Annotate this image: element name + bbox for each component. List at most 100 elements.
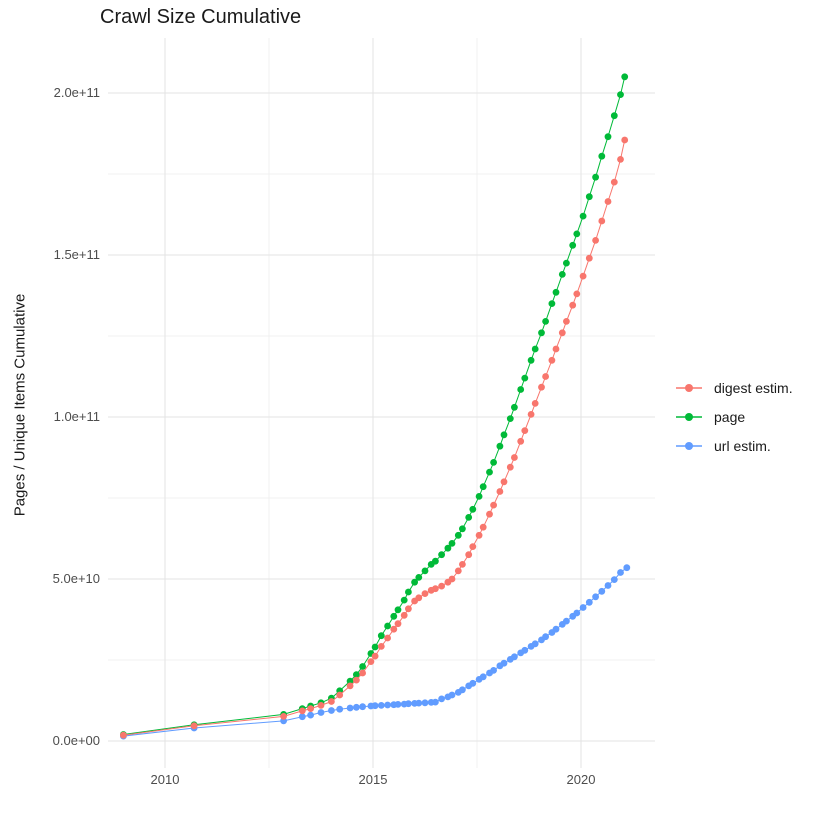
data-point [617, 156, 624, 163]
x-tick-label: 2015 [358, 772, 388, 787]
data-point [573, 609, 581, 617]
data-point [521, 427, 529, 434]
data-point [511, 403, 518, 411]
data-point [371, 643, 379, 651]
data-point [405, 605, 412, 613]
data-point [479, 483, 487, 491]
data-point [486, 468, 493, 476]
data-point [377, 643, 385, 650]
data-point [459, 525, 466, 533]
x-tick-label: 2010 [150, 772, 180, 787]
data-point [371, 702, 379, 710]
data-point [585, 254, 593, 262]
series-page [120, 73, 629, 738]
data-point [506, 415, 514, 422]
data-point [563, 617, 570, 625]
data-point [548, 300, 556, 307]
data-point [621, 73, 629, 81]
series-line [123, 567, 628, 737]
plot-panel [108, 38, 655, 768]
data-point [598, 217, 606, 225]
data-point [527, 411, 535, 418]
data-point [359, 663, 366, 670]
data-point [346, 704, 354, 712]
data-point [438, 551, 445, 559]
data-point [448, 691, 456, 699]
data-point [346, 682, 354, 690]
legend-key-point [685, 384, 693, 392]
data-point [500, 478, 508, 486]
data-point [454, 531, 462, 539]
data-point [573, 230, 581, 238]
data-point [617, 569, 624, 576]
data-point [573, 290, 581, 298]
data-point [405, 588, 412, 596]
y-tick-label: 1.0e+11 [53, 409, 100, 424]
data-point [377, 632, 385, 640]
data-point [542, 373, 549, 380]
series-digest-estim [120, 136, 629, 739]
data-point [585, 193, 593, 201]
data-point [405, 700, 412, 708]
legend-label: page [714, 409, 746, 425]
data-point [511, 653, 518, 661]
data-point [377, 702, 385, 709]
data-point [454, 567, 462, 575]
data-point [298, 713, 306, 721]
data-point [307, 711, 314, 719]
data-point [444, 544, 452, 552]
data-point [610, 112, 618, 120]
data-point [531, 640, 539, 648]
data-point [415, 574, 423, 581]
data-point [604, 198, 612, 205]
data-point [598, 152, 606, 160]
y-tick-label: 1.5e+11 [53, 247, 100, 262]
data-point [552, 625, 560, 633]
data-point [621, 136, 629, 144]
data-point [394, 701, 402, 708]
data-point [542, 318, 549, 325]
data-point [490, 459, 497, 466]
data-point [367, 658, 375, 665]
data-point [496, 442, 504, 450]
legend-key-point [685, 413, 693, 421]
data-point [579, 272, 587, 280]
y-axis-title: Pages / Unique Items Cumulative [11, 293, 29, 517]
data-point [390, 612, 398, 620]
legend-item-url-estim: url estim. [674, 436, 793, 456]
data-point [411, 578, 418, 586]
data-point [448, 540, 456, 547]
data-point [280, 713, 287, 720]
data-point [394, 606, 402, 614]
data-point [346, 677, 354, 685]
data-point [384, 701, 391, 709]
data-point [298, 707, 306, 715]
data-point [579, 212, 587, 220]
data-point [328, 698, 335, 705]
data-point [592, 237, 599, 244]
data-point [307, 705, 314, 712]
data-point [617, 91, 624, 98]
data-point [521, 374, 529, 382]
data-point [415, 594, 423, 602]
legend-key-digest-estim-icon [676, 384, 702, 392]
data-point [438, 582, 445, 590]
data-point [517, 437, 525, 445]
data-point [569, 301, 577, 309]
data-point [531, 400, 539, 407]
data-point [459, 686, 466, 694]
data-point [542, 633, 549, 641]
data-point [317, 702, 325, 709]
y-tick-label: 2.0e+11 [53, 85, 100, 100]
data-point [604, 133, 612, 141]
data-point [598, 587, 606, 595]
data-point [521, 646, 529, 654]
data-point [432, 585, 439, 593]
data-point [317, 709, 325, 716]
data-point [336, 705, 344, 713]
data-point [511, 454, 518, 461]
legend-key-point [685, 442, 693, 450]
legend-item-page: page [674, 407, 793, 427]
data-point [531, 345, 539, 353]
